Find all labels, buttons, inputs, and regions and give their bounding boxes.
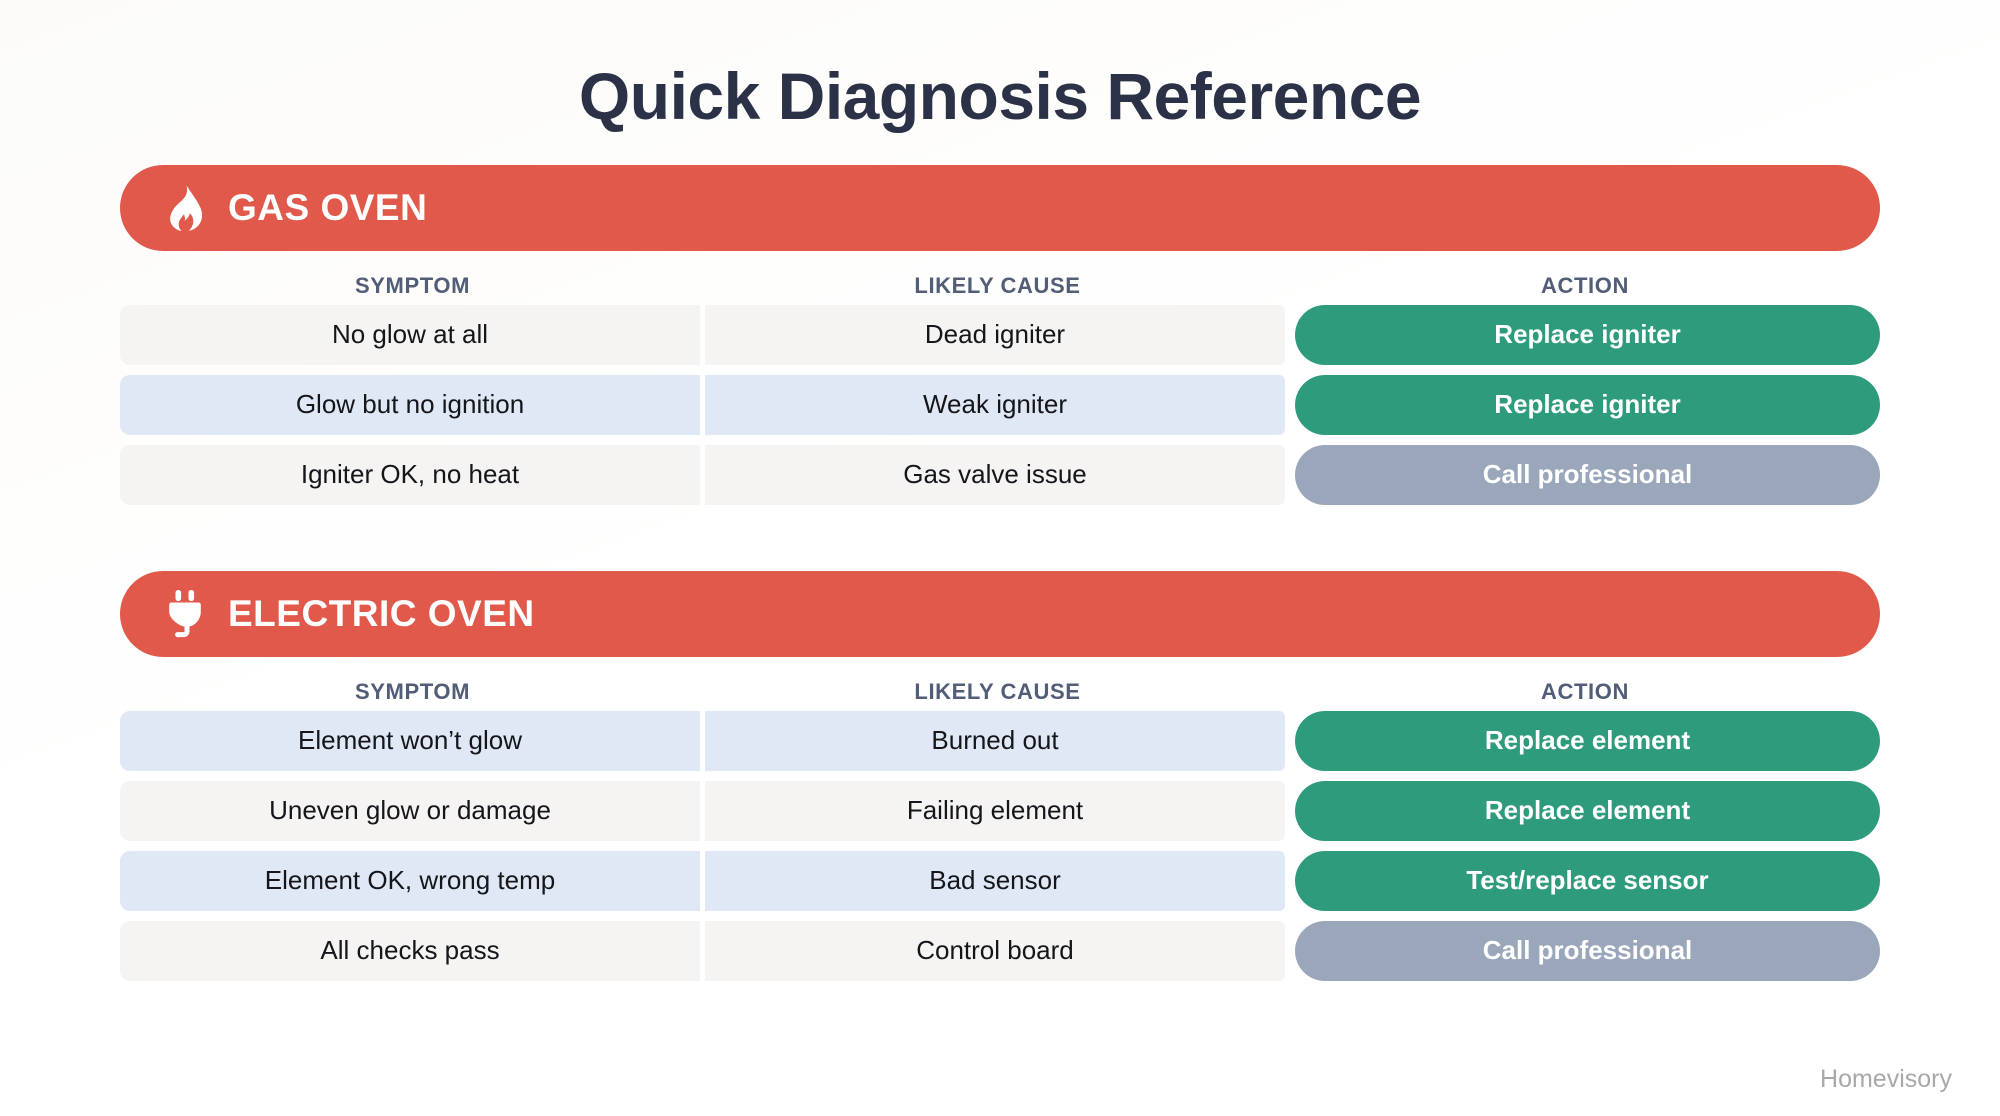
cell-symptom: No glow at all <box>120 304 700 365</box>
section-gas-oven: GAS OVEN SYMPTOM LIKELY CAUSE ACTION No … <box>120 164 1880 505</box>
column-header-cause: LIKELY CAUSE <box>914 272 1081 298</box>
action-pill[interactable]: Call professional <box>1295 920 1880 981</box>
cell-cause: Failing element <box>705 780 1285 841</box>
cell-symptom: Igniter OK, no heat <box>120 444 700 505</box>
cell-symptom: Element OK, wrong temp <box>120 850 700 911</box>
table-row: All checks pass Control board Call profe… <box>120 920 1880 981</box>
plug-icon <box>164 589 206 638</box>
cell-symptom: Element won’t glow <box>120 710 700 771</box>
cell-cause: Control board <box>705 920 1285 981</box>
column-header-symptom: SYMPTOM <box>354 678 471 704</box>
section-divider-space <box>120 515 1880 571</box>
flame-icon <box>164 184 206 232</box>
cell-cause: Burned out <box>705 710 1285 771</box>
action-pill[interactable]: Replace element <box>1295 780 1880 841</box>
action-pill[interactable]: Call professional <box>1295 444 1880 505</box>
action-pill[interactable]: Replace igniter <box>1295 374 1880 435</box>
table-row: Glow but no ignition Weak igniter Replac… <box>120 374 1880 435</box>
action-pill[interactable]: Replace element <box>1295 710 1880 771</box>
column-header-action: ACTION <box>1541 272 1629 298</box>
table-rows-electric-oven: Element won’t glow Burned out Replace el… <box>120 710 1880 981</box>
action-pill[interactable]: Test/replace sensor <box>1295 850 1880 911</box>
table-row: Element won’t glow Burned out Replace el… <box>120 710 1880 771</box>
section-header-gas-oven: GAS OVEN <box>120 164 1880 251</box>
section-electric-oven: ELECTRIC OVEN SYMPTOM LIKELY CAUSE ACTIO… <box>120 570 1880 981</box>
table-row: No glow at all Dead igniter Replace igni… <box>120 304 1880 365</box>
column-header-cause: LIKELY CAUSE <box>914 678 1081 704</box>
cell-cause: Bad sensor <box>705 850 1285 911</box>
table-row: Igniter OK, no heat Gas valve issue Call… <box>120 444 1880 505</box>
column-headers-gas-oven: SYMPTOM LIKELY CAUSE ACTION <box>120 273 1880 305</box>
cell-cause: Dead igniter <box>705 304 1285 365</box>
sections-container: GAS OVEN SYMPTOM LIKELY CAUSE ACTION No … <box>120 133 1880 981</box>
cell-cause: Weak igniter <box>705 374 1285 435</box>
column-header-action: ACTION <box>1541 678 1629 704</box>
cell-symptom: Glow but no ignition <box>120 374 700 435</box>
cell-symptom: All checks pass <box>120 920 700 981</box>
section-title-electric-oven: ELECTRIC OVEN <box>228 592 535 634</box>
section-header-electric-oven: ELECTRIC OVEN <box>120 570 1880 657</box>
brand-watermark: Homevisory <box>1820 1065 1952 1093</box>
table-row: Uneven glow or damage Failing element Re… <box>120 780 1880 841</box>
section-title-gas-oven: GAS OVEN <box>228 186 428 228</box>
action-pill[interactable]: Replace igniter <box>1295 304 1880 365</box>
page-title: Quick Diagnosis Reference <box>578 59 1422 133</box>
table-row: Element OK, wrong temp Bad sensor Test/r… <box>120 850 1880 911</box>
column-header-symptom: SYMPTOM <box>354 272 471 298</box>
table-rows-gas-oven: No glow at all Dead igniter Replace igni… <box>120 304 1880 505</box>
cell-cause: Gas valve issue <box>705 444 1285 505</box>
cell-symptom: Uneven glow or damage <box>120 780 700 841</box>
column-headers-electric-oven: SYMPTOM LIKELY CAUSE ACTION <box>120 679 1880 711</box>
